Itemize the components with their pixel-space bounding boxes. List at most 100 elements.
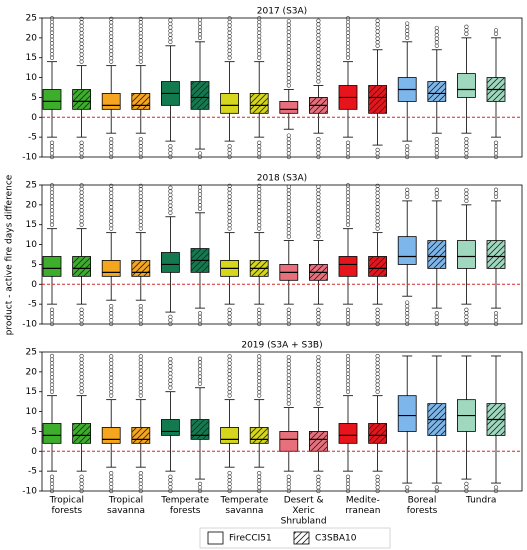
outlier [168, 314, 173, 319]
outlier [375, 36, 380, 41]
outlier [316, 22, 321, 27]
outlier [286, 216, 291, 221]
outliers [197, 151, 203, 160]
y-tick-label: 0 [31, 447, 37, 457]
outliers [493, 485, 499, 494]
outlier [257, 372, 262, 377]
outlier [79, 386, 84, 391]
outlier [49, 37, 55, 42]
outlier [197, 199, 203, 204]
outlier [286, 311, 291, 316]
outlier [316, 216, 321, 221]
outlier [168, 360, 173, 365]
x-category-label: Tundra [465, 496, 496, 506]
panel-title: 2017 (S3A) [257, 7, 307, 17]
outlier [168, 318, 173, 323]
y-tick-label: 5 [31, 93, 37, 103]
outliers [227, 16, 232, 60]
outlier [49, 368, 55, 373]
outlier [286, 133, 291, 138]
outlier [316, 198, 321, 203]
outlier [79, 204, 84, 209]
outlier [257, 474, 262, 479]
outliers [405, 300, 410, 327]
outlier [109, 151, 114, 156]
outlier [316, 195, 321, 200]
outlier [345, 311, 351, 316]
outlier [345, 215, 351, 220]
y-tick-label: 25 [26, 181, 37, 191]
outlier [109, 478, 114, 483]
outlier [257, 379, 262, 384]
outlier [227, 201, 232, 206]
outlier [434, 144, 439, 149]
outliers [227, 471, 232, 494]
outlier [168, 18, 173, 23]
outlier [286, 69, 291, 74]
outlier [257, 52, 262, 57]
outlier [345, 314, 351, 319]
outlier [464, 485, 469, 490]
outlier [49, 194, 55, 199]
outlier [138, 56, 143, 61]
outlier [227, 354, 232, 359]
outlier [79, 56, 84, 61]
outlier [79, 485, 84, 490]
outlier [286, 191, 291, 196]
outlier [109, 30, 114, 36]
outlier [109, 386, 114, 391]
y-tick-label: -5 [28, 300, 37, 310]
outlier [197, 378, 203, 383]
box [220, 427, 240, 444]
outlier [434, 194, 439, 200]
outlier [257, 48, 262, 53]
outlier [286, 19, 291, 24]
outlier [345, 186, 351, 192]
outliers [138, 304, 143, 327]
outlier [79, 34, 84, 39]
outlier [109, 205, 114, 210]
outlier [316, 372, 321, 378]
outlier [79, 20, 84, 25]
outlier [345, 190, 351, 195]
outlier [227, 474, 232, 479]
outlier [257, 183, 262, 188]
outlier [316, 387, 321, 392]
outlier [197, 485, 203, 490]
panel-title: 2018 (S3A) [257, 174, 307, 184]
outlier [464, 147, 469, 152]
outlier [316, 223, 321, 229]
outlier [109, 212, 114, 217]
outlier [168, 147, 173, 152]
outlier [316, 376, 321, 381]
outlier [345, 204, 351, 209]
outlier [375, 314, 380, 319]
outliers [109, 16, 114, 64]
outlier [316, 36, 321, 41]
outlier [197, 481, 203, 486]
outlier [49, 151, 55, 156]
outlier [257, 382, 262, 388]
outlier [405, 194, 410, 200]
outlier [49, 211, 55, 217]
outlier [375, 223, 380, 228]
outlier [434, 140, 439, 145]
box [397, 395, 417, 432]
y-tick-label: 5 [31, 427, 37, 437]
outlier [464, 28, 469, 33]
outlier [227, 27, 232, 32]
outlier [109, 364, 114, 370]
outlier [375, 212, 380, 217]
outliers [286, 184, 291, 239]
outlier [405, 21, 410, 26]
outlier [109, 197, 114, 203]
outlier [286, 227, 291, 232]
outlier [316, 318, 321, 323]
outlier [375, 481, 380, 486]
box-hatch [368, 256, 387, 277]
outlier [345, 211, 351, 217]
outlier [138, 205, 143, 210]
outlier [375, 32, 380, 38]
outliers [316, 355, 321, 406]
outlier [197, 370, 203, 376]
